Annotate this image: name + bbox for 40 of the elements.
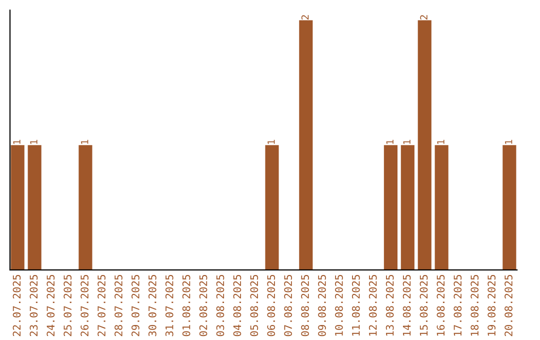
data-label: 1 — [268, 140, 275, 144]
data-label: 2 — [301, 15, 309, 20]
x-tick-label: 22.07.2025 — [12, 274, 21, 336]
x-tick-label: 26.07.2025 — [80, 274, 89, 336]
x-tick-label: 08.08.2025 — [301, 274, 309, 336]
x-tick-label: 27.07.2025 — [98, 274, 106, 336]
x-tick-label: 23.07.2025 — [30, 274, 38, 336]
data-label: 1 — [437, 140, 444, 144]
x-tick-label: 12.08.2025 — [368, 274, 377, 336]
x-tick-label: 16.08.2025 — [436, 274, 445, 336]
x-tick-label: 09.08.2025 — [318, 274, 326, 336]
x-tick-label: 03.08.2025 — [216, 274, 224, 336]
x-tick-label: 20.08.2025 — [504, 274, 512, 336]
data-label: 1 — [13, 140, 20, 144]
x-tick-label: 28.07.2025 — [114, 274, 122, 336]
x-tick-label: 29.07.2025 — [132, 274, 140, 336]
data-label: 1 — [403, 140, 410, 144]
x-tick-label: 17.08.2025 — [454, 274, 462, 336]
data-label: 1 — [81, 140, 88, 144]
x-tick-label: 04.08.2025 — [233, 274, 242, 336]
x-tick-label: 18.08.2025 — [470, 274, 479, 336]
x-tick-label: 14.08.2025 — [402, 274, 411, 336]
x-tick-label: 19.08.2025 — [488, 274, 496, 336]
x-tick-label: 30.07.2025 — [148, 274, 156, 336]
x-tick-label: 24.07.2025 — [46, 274, 55, 336]
x-tick-label: 11.08.2025 — [352, 274, 360, 336]
x-tick-label: 15.08.2025 — [420, 274, 428, 336]
x-tick-label: 25.07.2025 — [64, 274, 72, 336]
x-tick-label: 10.08.2025 — [335, 274, 343, 336]
data-label: 1 — [386, 140, 394, 144]
x-tick-label: 05.08.2025 — [250, 274, 258, 336]
x-tick-label: 07.08.2025 — [284, 274, 292, 336]
data-label: 2 — [420, 15, 428, 20]
x-tick-label: 01.08.2025 — [182, 274, 190, 336]
x-tick-label: 02.08.2025 — [199, 274, 208, 336]
x-tick-label: 13.08.2025 — [386, 274, 394, 336]
x-tick-label: 31.07.2025 — [165, 274, 174, 336]
data-label: 1 — [505, 140, 512, 144]
data-label: 1 — [30, 140, 38, 144]
x-tick-label: 06.08.2025 — [267, 274, 276, 336]
